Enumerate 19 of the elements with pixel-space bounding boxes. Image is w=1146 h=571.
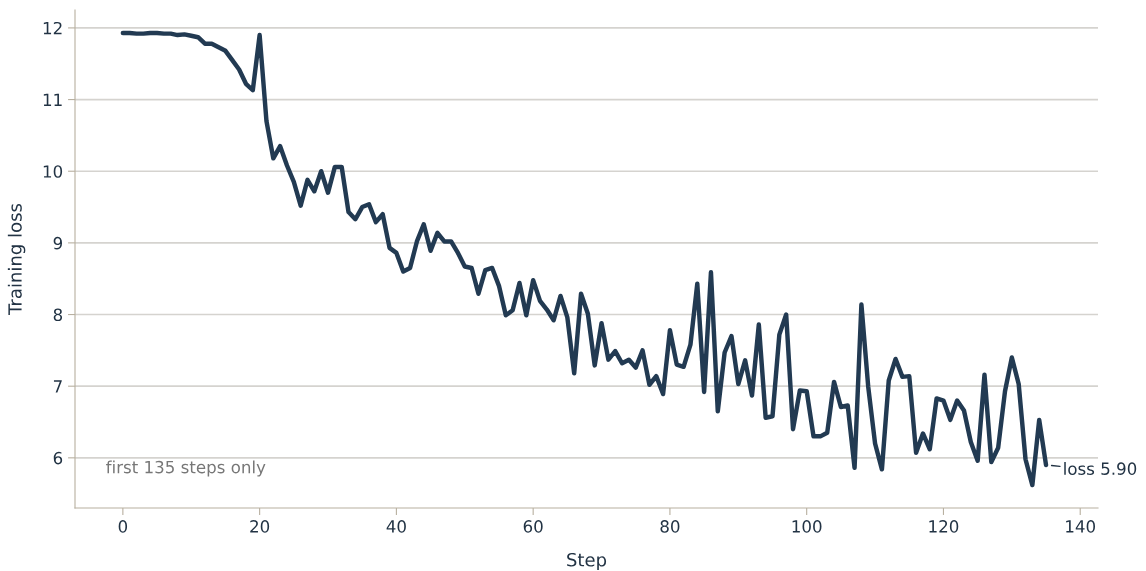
y-tick-label: 7 xyxy=(53,380,62,393)
x-tick-label: 40 xyxy=(386,520,406,533)
x-tick-label: 100 xyxy=(792,520,822,533)
x-axis-title: Step xyxy=(567,552,607,571)
x-tick-label: 60 xyxy=(523,520,543,533)
y-tick-label: 12 xyxy=(43,21,62,35)
y-tick-label: 8 xyxy=(53,308,63,322)
annotation: loss 5.90 xyxy=(1064,462,1137,475)
y-tick-label: 10 xyxy=(43,165,63,178)
y-axis-title: Training loss xyxy=(7,203,26,315)
x-tick-label: 140 xyxy=(1066,520,1096,533)
x-tick-label: 20 xyxy=(250,520,270,533)
x-tick-label: 120 xyxy=(929,520,959,533)
annotation: first 135 steps only xyxy=(106,460,266,477)
y-tick-label: 11 xyxy=(43,93,62,106)
x-tick-label: 80 xyxy=(660,520,680,533)
x-tick-label: 0 xyxy=(118,520,128,533)
y-tick-label: 9 xyxy=(53,236,63,250)
y-tick-label: 6 xyxy=(53,451,63,465)
